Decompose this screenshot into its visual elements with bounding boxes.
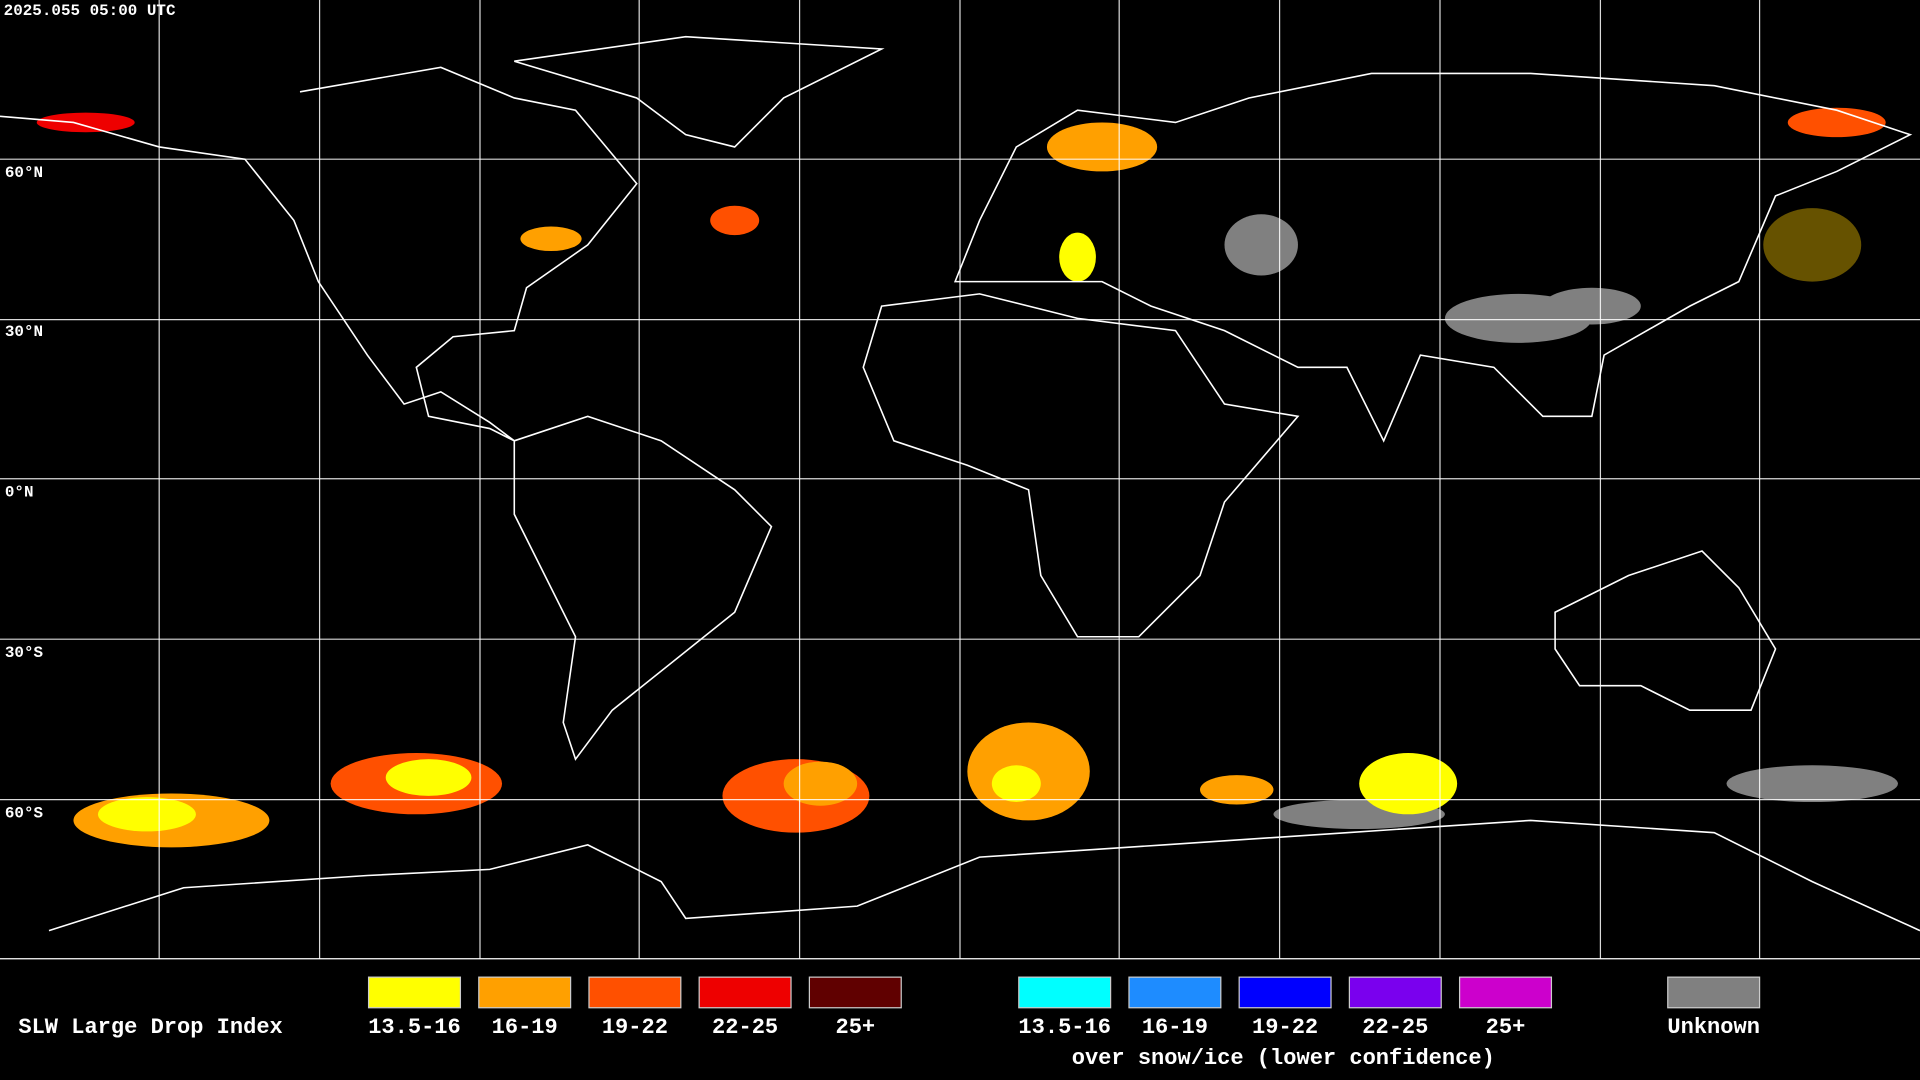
drop-patch — [783, 761, 858, 806]
latitude-label: 0°N — [5, 483, 34, 501]
drop-patch — [520, 226, 582, 252]
legend-swatch — [1348, 976, 1442, 1009]
legend: 13.5-16 16-19 19-22 22-25 25+ 13.5-16 16-19 19-… — [367, 976, 1761, 1040]
coastlines — [0, 35, 1920, 932]
drop-patch — [1359, 753, 1458, 815]
drop-patch — [991, 765, 1041, 803]
unknown-patch — [1224, 214, 1298, 276]
legend-swatch — [588, 976, 682, 1009]
drop-patch — [36, 112, 135, 133]
legend-label: 16-19 — [492, 1015, 558, 1040]
drop-patch — [1763, 208, 1862, 282]
legend-label: 16-19 — [1142, 1015, 1208, 1040]
legend-swatch — [1667, 976, 1761, 1009]
latitude-label: 30°N — [5, 323, 43, 341]
graticule — [0, 0, 1920, 959]
legend-swatch — [1018, 976, 1112, 1009]
legend-swatch — [1238, 976, 1332, 1009]
unknown-patch — [1542, 287, 1641, 325]
drop-patch — [1046, 122, 1158, 172]
cloud-patches — [36, 107, 1898, 848]
coastline — [862, 293, 1300, 638]
legend-swatch — [478, 976, 572, 1009]
coastline — [1554, 550, 1777, 711]
timestamp: 2025.055 05:00 UTC — [4, 2, 176, 20]
latitude-label: 30°S — [5, 644, 44, 662]
drop-patch — [1787, 107, 1886, 138]
drop-patch — [97, 797, 196, 832]
drop-patch — [710, 205, 760, 236]
latitude-labels: 60°N 30°N 0°N 30°S 60°S — [5, 164, 44, 822]
legend-label: 22-25 — [1362, 1015, 1428, 1040]
legend-title: SLW Large Drop Index — [18, 1015, 282, 1040]
coastline — [514, 35, 885, 148]
coastline — [953, 72, 1913, 443]
latitude-label: 60°S — [5, 804, 44, 822]
drop-patch — [385, 759, 472, 796]
coastline — [513, 415, 773, 761]
drop-patch — [1200, 775, 1274, 805]
unknown-patch — [1726, 765, 1898, 803]
legend-swatch — [1128, 976, 1222, 1009]
legend-label: 19-22 — [602, 1015, 668, 1040]
snow-caption: over snow/ice (lower confidence) — [1072, 1046, 1495, 1071]
legend-label: 13.5-16 — [1018, 1015, 1111, 1040]
coastline — [48, 819, 1920, 932]
legend-label: 13.5-16 — [368, 1015, 461, 1040]
legend-swatch — [367, 976, 462, 1009]
legend-swatch — [1458, 976, 1553, 1009]
legend-label: 22-25 — [712, 1015, 778, 1040]
legend-label: 25+ — [835, 1015, 875, 1040]
legend-swatch — [808, 976, 902, 1009]
legend-label: 25+ — [1486, 1015, 1526, 1040]
legend-label: 19-22 — [1252, 1015, 1318, 1040]
legend-swatch — [698, 976, 792, 1009]
drop-patch — [1059, 232, 1096, 282]
latitude-label: 60°N — [5, 164, 43, 182]
legend-label: Unknown — [1667, 1015, 1760, 1040]
